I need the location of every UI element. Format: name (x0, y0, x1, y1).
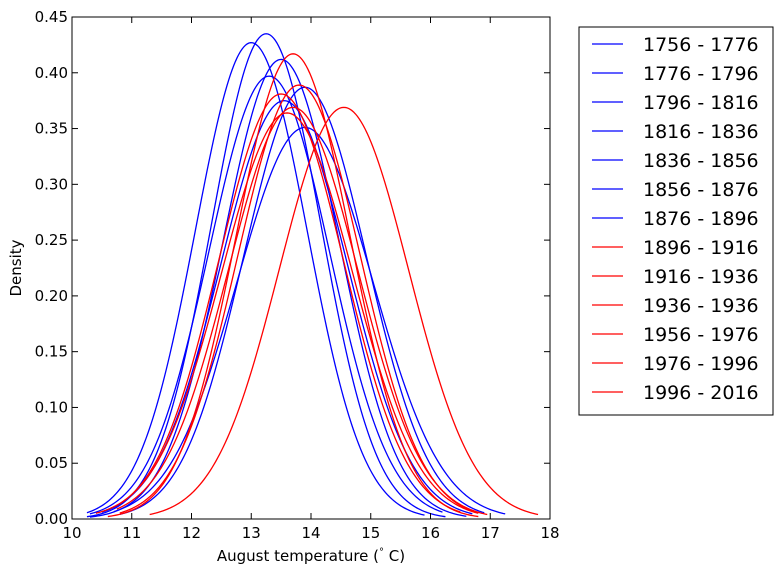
legend-label-13: 1996 - 2016 (643, 382, 759, 404)
y-tick-label: 0.40 (35, 64, 68, 82)
x-axis-label: August temperature (° C) (217, 547, 405, 565)
legend-label-6: 1856 - 1876 (643, 179, 759, 201)
x-tick-label: 18 (540, 524, 559, 542)
x-tick-label: 12 (182, 524, 201, 542)
legend-label-12: 1976 - 1996 (643, 353, 759, 375)
y-tick-label: 0.10 (35, 398, 68, 416)
series-line-10 (119, 84, 479, 514)
y-tick-label: 0.20 (35, 287, 68, 305)
axis-ticks: 10 11 12 13 14 15 16 17 18 0.00 0.05 0.10 0.15 0.20 0.… (35, 8, 560, 542)
legend-label-8: 1896 - 1916 (643, 237, 759, 259)
legend-label-5: 1836 - 1856 (643, 150, 759, 172)
series-line-13 (149, 106, 539, 516)
series-line-2 (86, 42, 425, 516)
legend-label-9: 1916 - 1936 (643, 266, 759, 288)
y-tick-label: 0.30 (35, 175, 68, 193)
plot-area (86, 33, 539, 518)
series-line-11 (95, 112, 479, 514)
x-tick-label: 13 (242, 524, 261, 542)
x-tick-label: 10 (62, 524, 81, 542)
y-tick-label: 0.35 (35, 120, 68, 138)
legend-label-7: 1876 - 1896 (643, 208, 759, 230)
legend-label-3: 1796 - 1816 (643, 92, 759, 114)
y-tick-label: 0.25 (35, 231, 68, 249)
x-tick-label: 11 (122, 524, 141, 542)
x-tick-label: 17 (481, 524, 500, 542)
legend-label-10: 1936 - 1936 (643, 295, 759, 317)
series-line-9 (119, 93, 461, 513)
x-tick-label: 16 (421, 524, 440, 542)
legend: 1756 - 1776 1776 - 1796 1796 - 1816 1816 - … (578, 26, 774, 416)
legend-label-4: 1816 - 1836 (643, 121, 759, 143)
y-tick-label: 0.45 (35, 8, 68, 26)
series-line-7 (113, 126, 506, 515)
series-line-8 (107, 53, 479, 518)
legend-label-2: 1776 - 1796 (643, 63, 759, 85)
series-line-5 (119, 86, 485, 515)
y-axis-label: Density (7, 239, 25, 296)
legend-label-11: 1956 - 1976 (643, 324, 759, 346)
series-line-4 (89, 75, 443, 515)
legend-label-1: 1756 - 1776 (643, 34, 759, 56)
series-line-12 (116, 106, 488, 516)
y-tick-label: 0.05 (35, 454, 68, 472)
y-tick-label: 0.15 (35, 343, 68, 361)
legend-box (578, 26, 774, 416)
y-tick-label: 0.00 (35, 510, 68, 528)
x-tick-label: 15 (361, 524, 380, 542)
x-tick-label: 14 (301, 524, 320, 542)
series-line-1 (86, 33, 446, 518)
